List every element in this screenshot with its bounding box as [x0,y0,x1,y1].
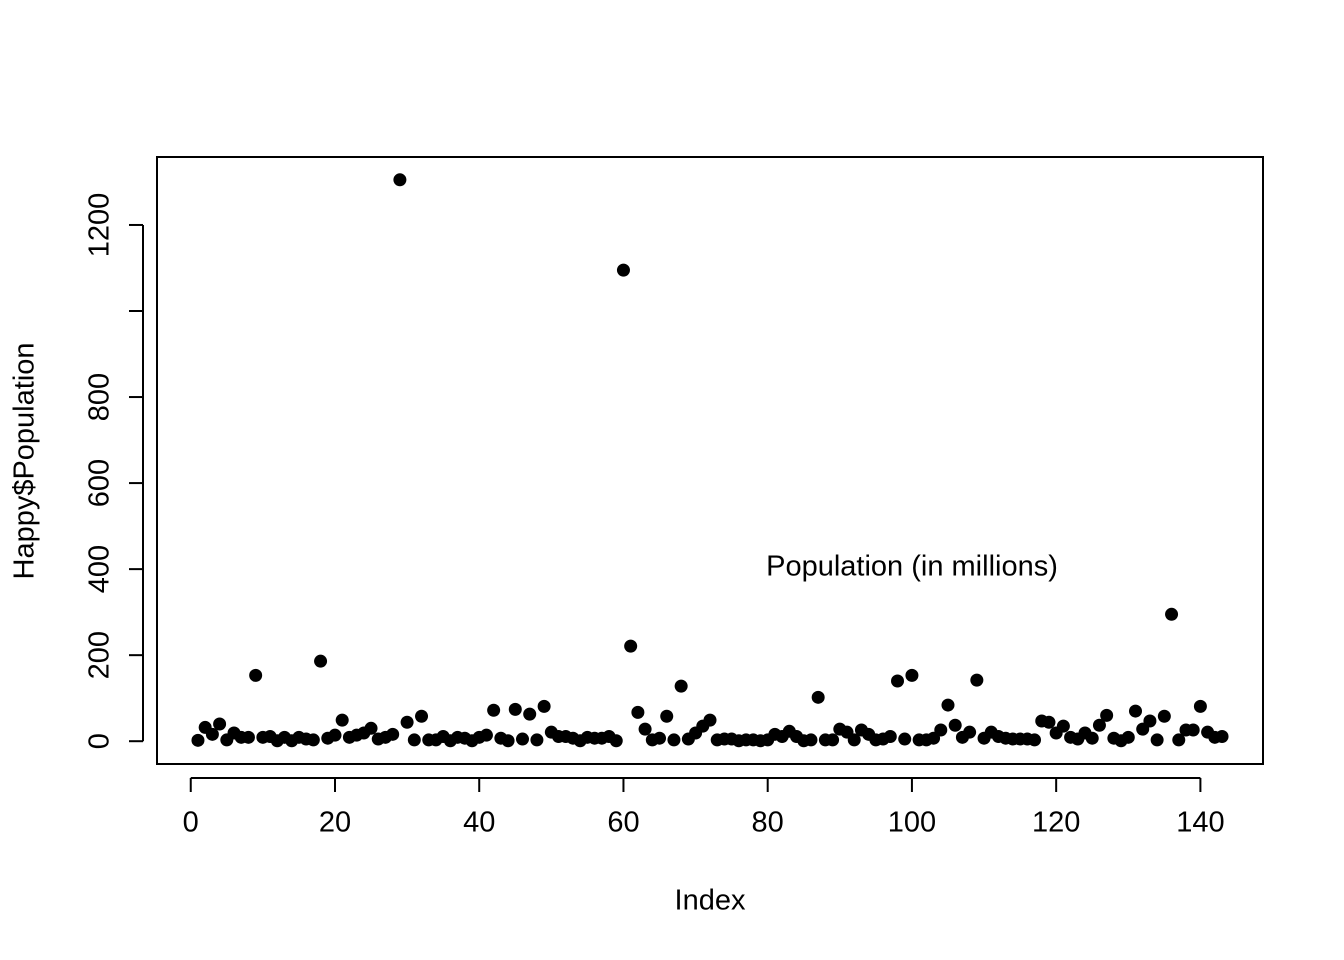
point [941,698,955,712]
y-axis-label: Happy$Population [9,342,41,579]
point [1143,714,1157,728]
point [1100,708,1114,722]
point [1157,709,1171,723]
point [638,722,652,736]
x-tick-label: 20 [319,807,351,839]
point [1172,733,1186,747]
point [249,668,263,682]
point [883,729,897,743]
point [616,263,630,277]
point [501,734,515,748]
point [508,702,522,716]
point [393,173,407,187]
point [1150,733,1164,747]
point [703,713,717,727]
point [1092,718,1106,732]
point [1085,731,1099,745]
annotation: Population (in millions) [766,551,1058,583]
point [415,709,429,723]
point [811,690,825,704]
point [400,715,414,729]
point [487,703,501,717]
point [537,699,551,713]
x-tick-label: 80 [752,807,784,839]
point [530,733,544,747]
point [205,727,219,741]
y-tick-label: 800 [84,373,116,421]
point [653,731,667,745]
point [674,679,688,693]
point [1056,719,1070,733]
point [306,733,320,747]
point [1215,729,1229,743]
point [407,733,421,747]
point [1193,699,1207,713]
point [970,673,984,687]
point [1042,715,1056,729]
point [241,730,255,744]
point [515,732,529,746]
point [609,734,623,748]
point [624,639,638,653]
point [631,705,645,719]
x-tick-label: 40 [463,807,495,839]
point [1028,733,1042,747]
point [479,728,493,742]
y-tick-label: 1200 [84,193,116,258]
point [905,668,919,682]
point [1121,730,1135,744]
point [898,732,912,746]
point [328,728,342,742]
point [314,654,328,668]
point [804,733,818,747]
point [934,723,948,737]
x-axis-label: Index [675,885,746,917]
point [1128,704,1142,718]
x-tick-label: 120 [1032,807,1080,839]
y-tick-label: 400 [84,545,116,593]
point [963,725,977,739]
point [660,709,674,723]
point [667,733,681,747]
point [386,727,400,741]
point [191,733,205,747]
y-tick-label: 200 [84,631,116,679]
plot-frame [156,156,1264,765]
y-tick-label: 600 [84,459,116,507]
point [335,713,349,727]
point [826,733,840,747]
point [213,717,227,731]
y-tick-label: 0 [84,733,116,749]
x-tick-label: 140 [1176,807,1224,839]
point [948,718,962,732]
point [891,674,905,688]
point [364,721,378,735]
x-tick-label: 60 [607,807,639,839]
x-tick-label: 100 [888,807,936,839]
point [847,733,861,747]
point [1165,607,1179,621]
point [523,707,537,721]
x-tick-label: 0 [183,807,199,839]
point [1186,723,1200,737]
